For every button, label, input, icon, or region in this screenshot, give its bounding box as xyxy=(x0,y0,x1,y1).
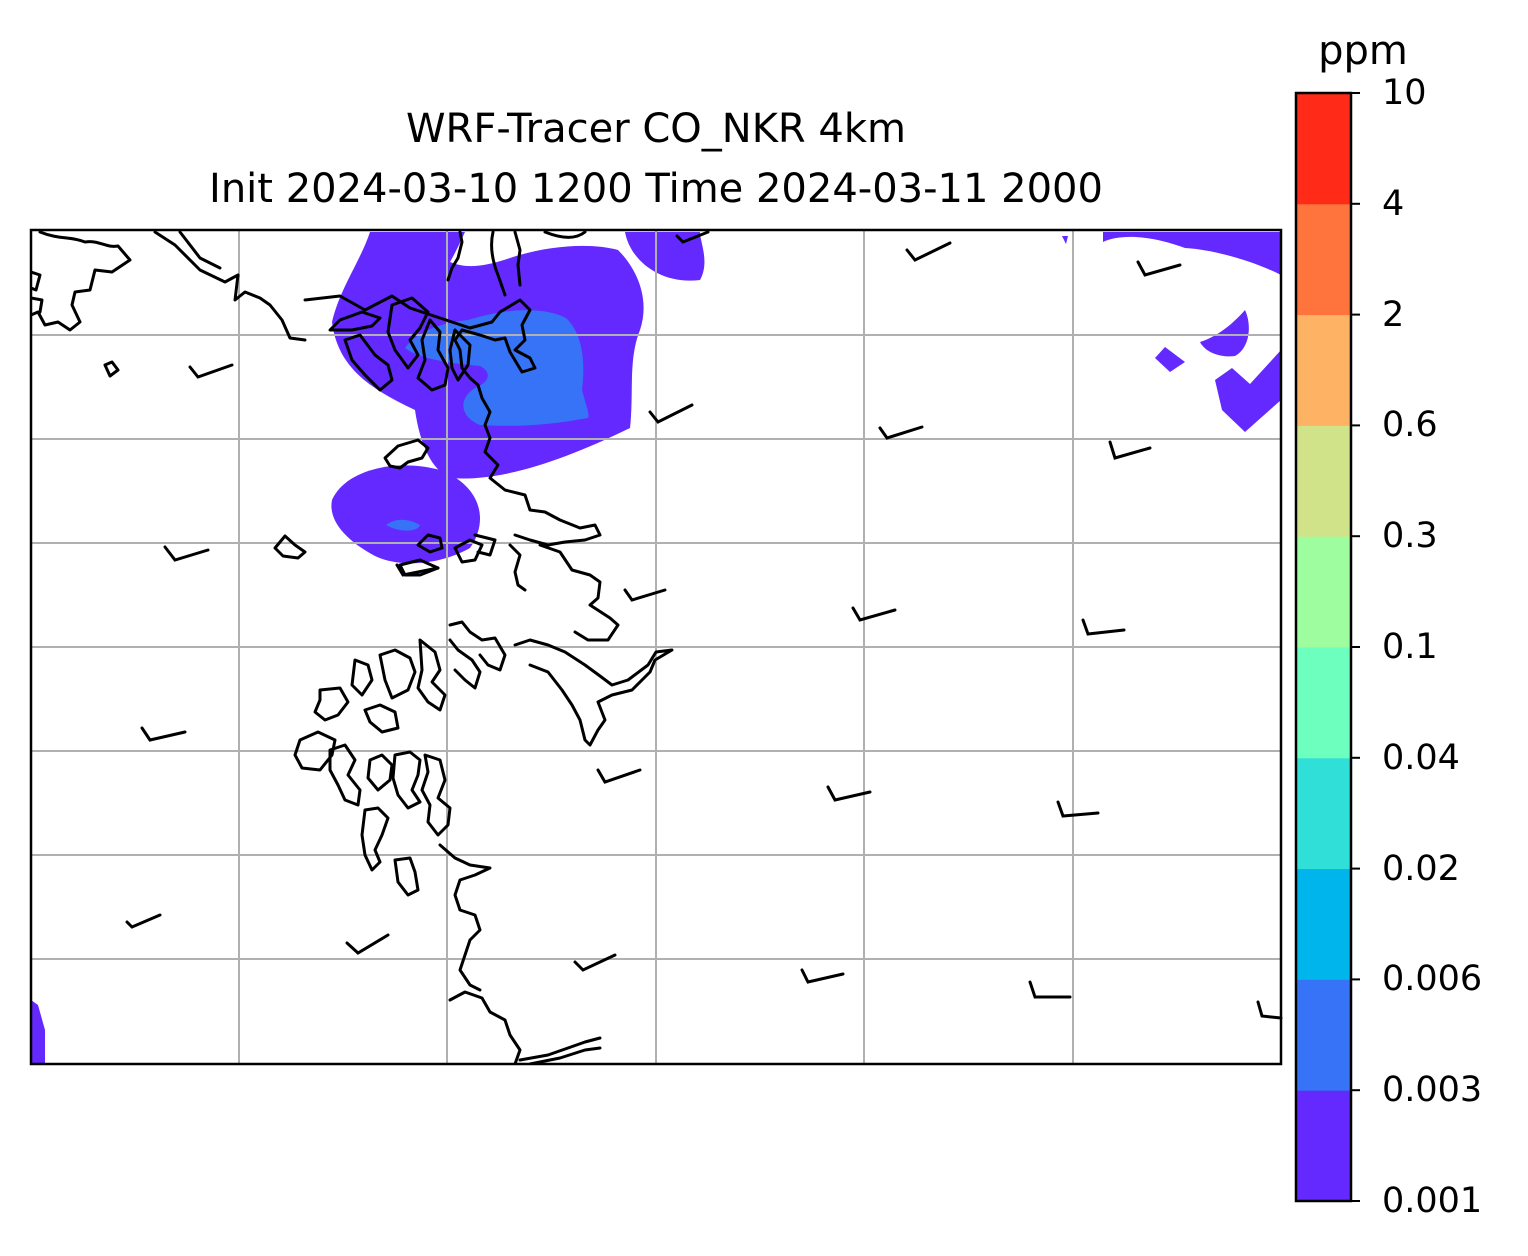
colorbar-tick-label: 0.6 xyxy=(1382,405,1438,446)
gridlines xyxy=(31,230,1281,1064)
colorbar-segment xyxy=(1296,647,1351,759)
colorbar-segment xyxy=(1296,536,1351,648)
plume-level-0003 xyxy=(386,310,589,531)
colorbar-tick-label: 0.3 xyxy=(1382,516,1438,557)
colorbar-segment xyxy=(1296,1090,1351,1202)
colorbar-segment xyxy=(1296,314,1351,426)
colorbar-tick-label: 2 xyxy=(1382,294,1405,335)
colorbar-tick-label: 0.04 xyxy=(1382,737,1460,778)
colorbar-tick-label: 0.001 xyxy=(1382,1181,1483,1221)
colorbar-segment xyxy=(1296,868,1351,980)
colorbar-segment xyxy=(1296,93,1351,205)
chart-subtitle: Init 2024-03-10 1200 Time 2024-03-11 200… xyxy=(209,166,1103,212)
colorbar-segment xyxy=(1296,203,1351,316)
colorbar-tick-label: 0.003 xyxy=(1382,1070,1483,1111)
coastlines xyxy=(31,230,674,1064)
wind-barbs xyxy=(125,230,1283,1020)
chart-title: WRF-Tracer CO_NKR 4km xyxy=(405,106,907,152)
colorbar-unit-label: ppm xyxy=(1318,28,1408,74)
colorbar-tick-label: 0.02 xyxy=(1382,848,1460,889)
colorbar-tick-label: 10 xyxy=(1382,73,1427,113)
colorbar xyxy=(1294,91,1360,1203)
colorbar-tick-label: 0.1 xyxy=(1382,627,1438,667)
colorbar-segment xyxy=(1296,425,1351,537)
colorbar-segment xyxy=(1296,979,1351,1091)
colorbar-tick-label: 4 xyxy=(1382,183,1405,224)
colorbar-tick-label: 0.006 xyxy=(1382,959,1483,1000)
map-frame xyxy=(29,228,1283,1066)
colorbar-segment xyxy=(1296,757,1351,870)
